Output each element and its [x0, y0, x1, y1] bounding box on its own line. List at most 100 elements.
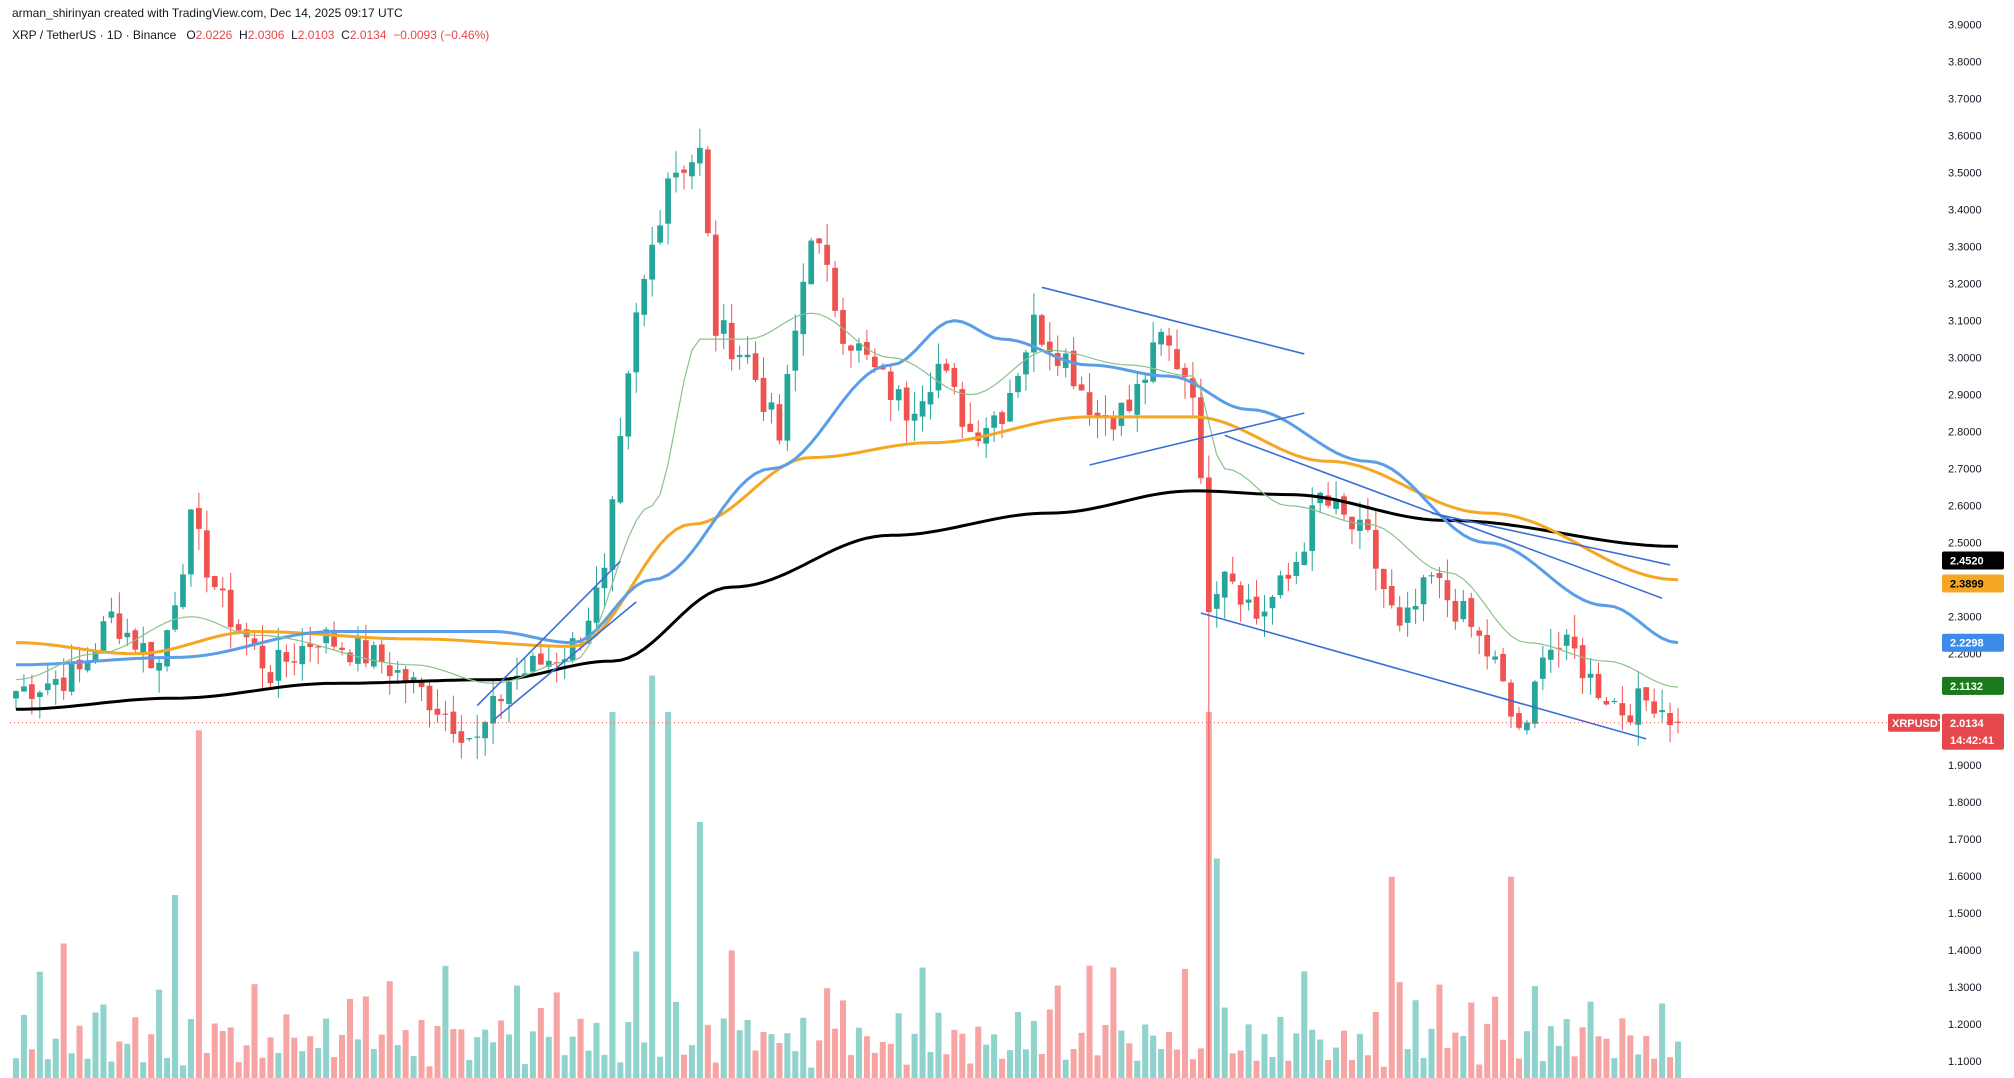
- candle-body: [466, 738, 473, 740]
- candle-body: [36, 692, 43, 697]
- volume-bar: [911, 1033, 918, 1078]
- volume-bar: [1539, 1061, 1546, 1078]
- volume-bar: [1579, 1027, 1586, 1078]
- candle-body: [856, 343, 862, 351]
- volume-bar: [1372, 1011, 1379, 1078]
- volume-bar: [975, 1026, 982, 1078]
- candle-body: [1484, 635, 1491, 657]
- volume-bar: [1118, 1030, 1125, 1078]
- volume-bar: [1317, 1039, 1324, 1078]
- candle-body: [1150, 342, 1157, 382]
- candle-body: [418, 680, 425, 687]
- candle-body: [1476, 630, 1483, 636]
- ma-orange-line: [15, 415, 1679, 656]
- candle-body: [569, 638, 576, 661]
- tag-ma-black-bg: [1942, 551, 2004, 570]
- trend-upper-channel-1[interactable]: [476, 560, 621, 707]
- volume-bar: [617, 1062, 624, 1078]
- trend-down-channel-top[interactable]: [1224, 434, 1663, 599]
- volume-bar: [1142, 1024, 1149, 1078]
- volume-bar: [1007, 1050, 1014, 1078]
- symbol-header: XRP / TetherUS · 1D · Binance O2.0226 H2…: [12, 28, 489, 42]
- candle-body: [1412, 605, 1419, 610]
- candle-body: [752, 353, 759, 380]
- candle-body: [999, 412, 1005, 424]
- volume-bar: [601, 1054, 608, 1078]
- candle-body: [522, 673, 528, 676]
- candle-body: [816, 238, 823, 244]
- volume-bar: [1388, 876, 1395, 1078]
- volume-bar: [1659, 1003, 1666, 1078]
- candle-body: [1404, 607, 1411, 623]
- candle-body: [1078, 384, 1085, 391]
- volume-bar: [1102, 1024, 1109, 1078]
- volume-bar: [291, 1037, 298, 1078]
- trend-down-channel-bottom[interactable]: [1200, 612, 1647, 740]
- volume-bar: [1126, 1043, 1133, 1078]
- candle-body: [498, 698, 504, 702]
- volume-bar: [967, 1063, 974, 1078]
- candle-body: [649, 244, 656, 280]
- tag-ma-orange-bg: [1942, 574, 2004, 593]
- trend-upper-channel-2[interactable]: [492, 601, 637, 721]
- volume-bar: [1166, 1031, 1173, 1078]
- volume-bar: [1348, 1060, 1355, 1078]
- trend-flag-bottom[interactable]: [1089, 412, 1305, 466]
- y-tick-label: 1.7000: [1948, 834, 1982, 846]
- volume-bar: [1341, 1030, 1348, 1078]
- candle-body: [1396, 607, 1403, 626]
- candle-body: [68, 661, 75, 692]
- volume-bar: [688, 1045, 695, 1078]
- candle-body: [76, 659, 83, 670]
- high-label: H: [239, 28, 248, 42]
- volume-bar: [1500, 1039, 1507, 1078]
- candle-body: [1428, 575, 1435, 577]
- candle-body: [116, 613, 123, 639]
- candle-body: [784, 373, 791, 441]
- volume-bar: [553, 992, 560, 1078]
- candle-body: [60, 677, 67, 691]
- y-tick-label: 3.9000: [1948, 20, 1982, 32]
- candle-body: [657, 225, 663, 243]
- volume-bar: [1508, 876, 1515, 1078]
- volume-bar: [1651, 1058, 1658, 1078]
- candle-body: [959, 389, 966, 427]
- volume-bar: [498, 1020, 505, 1078]
- y-tick-label: 1.8000: [1948, 797, 1982, 809]
- volume-bar: [1452, 1032, 1459, 1078]
- volume-bar: [211, 1023, 218, 1078]
- volume-bar: [935, 1012, 942, 1078]
- volume-bar: [68, 1053, 75, 1078]
- candle-body: [108, 611, 115, 618]
- trend-down-channel-mid[interactable]: [1431, 512, 1671, 566]
- volume-bar: [1213, 858, 1220, 1078]
- candle-body: [704, 149, 711, 234]
- candle-body: [1158, 331, 1164, 345]
- candle-body: [1595, 673, 1602, 699]
- candle-body: [1516, 713, 1522, 728]
- candle-body: [235, 624, 242, 631]
- volume-bar: [1094, 1055, 1101, 1078]
- candle-body: [1031, 314, 1037, 353]
- candle-body: [768, 402, 775, 410]
- candle-body: [1309, 505, 1316, 552]
- candle-body: [259, 645, 266, 669]
- candle-body: [1023, 352, 1029, 375]
- candle-body: [903, 387, 910, 421]
- volume-bar: [1086, 965, 1093, 1078]
- candle-body: [760, 377, 767, 413]
- volume-bar: [784, 1033, 791, 1078]
- volume-bar: [1333, 1047, 1340, 1078]
- volume-bar: [52, 1038, 59, 1078]
- candle-body: [1500, 653, 1506, 682]
- candle-body: [1388, 586, 1395, 606]
- candle-body: [402, 669, 409, 683]
- candle-body: [887, 371, 894, 400]
- trend-flag-top[interactable]: [1041, 286, 1305, 355]
- volume-bar: [1022, 1049, 1029, 1078]
- volume-bar: [649, 675, 656, 1078]
- candle-body: [824, 244, 830, 265]
- candle-layer: [13, 128, 1681, 1078]
- volume-bar: [1269, 1056, 1276, 1078]
